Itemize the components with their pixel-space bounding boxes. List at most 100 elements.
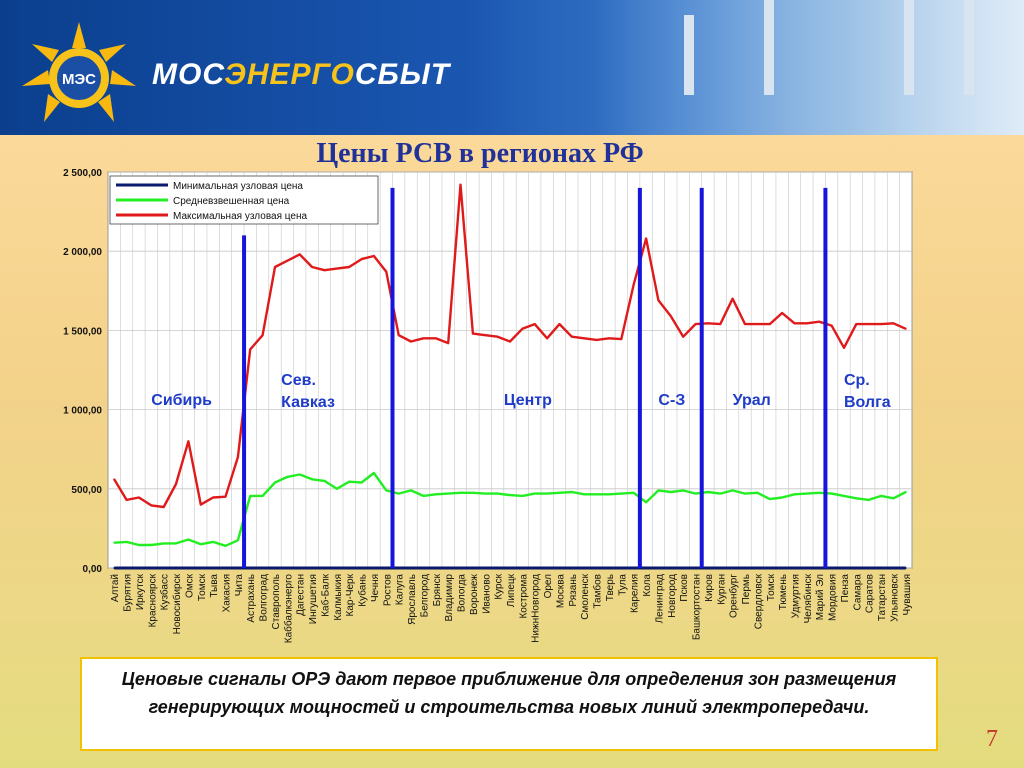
data-point <box>224 544 227 547</box>
x-tick-label: Карелия <box>630 574 641 613</box>
data-point <box>509 567 511 569</box>
x-tick-label: Ингушетия <box>308 574 319 624</box>
x-tick-label: Хакасия <box>222 574 233 612</box>
data-point <box>867 498 870 501</box>
data-point <box>471 332 474 335</box>
data-point <box>459 491 462 494</box>
data-point <box>731 567 734 569</box>
data-point <box>199 567 202 569</box>
data-point <box>533 323 536 325</box>
data-point <box>719 323 722 325</box>
x-tick-label: Томск <box>197 573 208 601</box>
x-tick-label: Ростов <box>382 574 393 606</box>
data-point <box>880 495 882 497</box>
data-point <box>768 498 771 500</box>
x-tick-label: Кузбасс <box>159 574 171 610</box>
data-point <box>113 478 116 481</box>
slide-title: Цены РСВ в регионах РФ <box>316 138 644 169</box>
data-point <box>855 497 858 500</box>
data-point <box>397 567 400 569</box>
x-tick-label: Иваново <box>481 574 492 614</box>
data-point <box>447 492 450 495</box>
x-tick-label: Астрахань <box>246 574 257 623</box>
zone-label: Ср. <box>844 372 870 389</box>
data-point <box>818 320 821 323</box>
x-tick-label: Ульяновск <box>889 573 900 621</box>
data-point <box>496 335 499 338</box>
chimney-graphic <box>764 0 774 95</box>
x-tick-label: Каббалкэнерго <box>282 574 294 644</box>
data-point <box>570 491 573 493</box>
data-point <box>397 492 400 495</box>
data-point <box>657 567 660 569</box>
data-point <box>236 456 239 459</box>
data-point <box>682 567 685 569</box>
x-tick-label: Тыва <box>209 574 220 598</box>
data-point <box>880 567 882 569</box>
data-point <box>484 492 487 495</box>
chimney-graphic <box>964 0 974 95</box>
data-point <box>731 489 734 492</box>
data-point <box>410 340 412 343</box>
y-tick-label: 2 000,00 <box>63 247 102 258</box>
data-point <box>657 489 660 492</box>
data-point <box>484 334 487 337</box>
data-point <box>744 323 746 325</box>
x-tick-label: Башкортостан <box>692 574 703 640</box>
data-point <box>298 567 301 569</box>
x-tick-label: Тверь <box>605 574 616 601</box>
x-tick-label: Новгород <box>667 574 678 618</box>
data-point <box>608 493 610 496</box>
page-number: 7 <box>986 726 998 752</box>
x-tick-label: Тула <box>617 574 628 596</box>
x-tick-label: Кубань <box>357 574 369 607</box>
data-point <box>298 253 301 256</box>
data-point <box>608 337 610 340</box>
data-point <box>447 342 450 344</box>
data-point <box>373 472 375 474</box>
data-point <box>286 259 289 262</box>
data-point <box>162 567 165 569</box>
data-point <box>756 491 759 494</box>
data-point <box>138 496 140 499</box>
x-tick-label: Бурятия <box>123 574 134 612</box>
x-tick-label: Кар-Черк <box>345 573 356 616</box>
y-tick-label: 2 500,00 <box>63 168 102 179</box>
zone-label: Центр <box>504 392 552 409</box>
data-point <box>843 346 845 349</box>
data-point <box>830 324 833 327</box>
x-tick-label: Воронеж <box>469 574 480 615</box>
data-point <box>805 567 808 569</box>
data-point <box>434 337 437 340</box>
data-point <box>533 492 536 495</box>
x-tick-label: Москва <box>555 574 566 609</box>
x-tick-label: Пермь <box>741 574 752 604</box>
data-point <box>113 567 116 569</box>
x-tick-label: НижнНовгород <box>531 574 542 643</box>
x-tick-label: Омск <box>184 573 195 598</box>
data-point <box>311 567 313 569</box>
data-point <box>286 567 289 569</box>
data-point <box>558 491 561 494</box>
y-tick-label: 1 000,00 <box>63 406 102 417</box>
data-point <box>509 494 511 497</box>
data-point <box>274 567 276 569</box>
data-point <box>373 255 375 257</box>
x-tick-label: Новосибирск <box>171 573 183 634</box>
data-point <box>904 327 907 330</box>
legend-label: Средневзвешенная цена <box>173 196 290 207</box>
data-point <box>434 567 437 569</box>
data-point <box>521 567 524 569</box>
data-point <box>843 495 845 497</box>
data-point <box>719 567 722 569</box>
data-point <box>867 323 870 325</box>
x-tick-label: Курган <box>716 574 727 605</box>
data-point <box>818 491 821 494</box>
data-point <box>546 492 549 495</box>
data-point <box>385 489 388 492</box>
data-point <box>694 323 697 325</box>
data-point <box>224 495 227 498</box>
x-tick-label: Марий Эл <box>815 574 826 620</box>
data-point <box>694 567 697 569</box>
data-point <box>459 567 462 569</box>
